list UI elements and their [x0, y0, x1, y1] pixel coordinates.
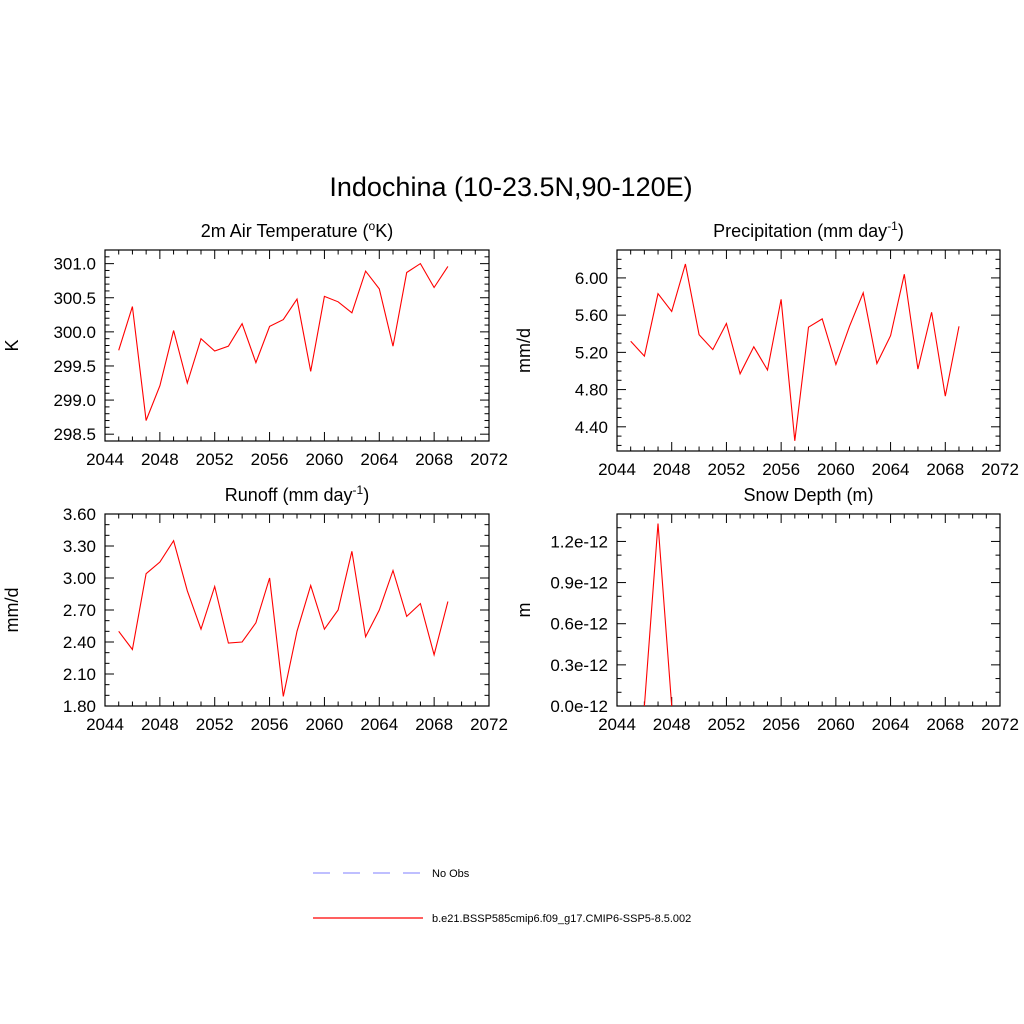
- x-tick-label: 2064: [360, 450, 398, 469]
- y-axis-label: m: [514, 603, 534, 618]
- legend-label-no-obs: No Obs: [432, 868, 470, 880]
- y-tick-label: 1.2e-12: [550, 532, 608, 551]
- y-tick-label: 5.20: [575, 343, 608, 362]
- panels-group: 2m Air Temperature (oK) K 2044 2048 2052 2056…: [2, 219, 1019, 734]
- y-tick-label: 6.00: [575, 269, 608, 288]
- x-tick-label: 2072: [981, 715, 1019, 734]
- x-tick-label: 2068: [926, 460, 964, 479]
- y-axis-label: mm/d: [2, 588, 22, 633]
- legend-label-model: b.e21.BSSP585cmip6.f09_g17.CMIP6-SSP5-8.…: [432, 913, 691, 925]
- panel-temp: 2m Air Temperature (oK) K 2044 2048 2052 2056…: [2, 219, 508, 469]
- x-tick-label: 2064: [872, 715, 910, 734]
- y-tick-label: 1.80: [63, 697, 96, 716]
- x-tick-label: 2060: [817, 715, 855, 734]
- x-tick-label: 2056: [251, 450, 289, 469]
- panel-precip: Precipitation (mm day-1) mm/d 2044 2048 2052…: [514, 219, 1019, 479]
- x-tick-label: 2072: [470, 715, 508, 734]
- x-tick-label: 2068: [926, 715, 964, 734]
- figure-title: Indochina (10-23.5N,90-120E): [329, 172, 692, 202]
- panel-runoff: Runoff (mm day-1) mm/d 2044 2048 2052 2056 206…: [2, 483, 508, 734]
- y-tick-label: 299.0: [53, 391, 96, 410]
- x-tick-label: 2052: [708, 460, 746, 479]
- x-tick-label: 2072: [981, 460, 1019, 479]
- y-tick-label: 0.6e-12: [550, 615, 608, 634]
- y-tick-label: 3.60: [63, 505, 96, 524]
- x-tick-label: 2056: [762, 715, 800, 734]
- y-tick-label: 4.40: [575, 418, 608, 437]
- x-tick-label: 2048: [141, 715, 179, 734]
- y-tick-label: 300.0: [53, 323, 96, 342]
- y-tick-label: 0.3e-12: [550, 656, 608, 675]
- x-tick-label: 2068: [415, 450, 453, 469]
- x-tick-label: 2064: [872, 460, 910, 479]
- y-tick-label: 0.9e-12: [550, 574, 608, 593]
- y-tick-label: 299.5: [53, 357, 96, 376]
- x-tick-label: 2044: [86, 450, 124, 469]
- x-tick-label: 2064: [360, 715, 398, 734]
- x-tick-label: 2044: [86, 715, 124, 734]
- y-tick-label: 301.0: [53, 255, 96, 274]
- x-tick-label: 2044: [598, 715, 636, 734]
- y-tick-label: 4.80: [575, 381, 608, 400]
- y-axis-label: mm/d: [514, 328, 534, 373]
- panel-title: Snow Depth (m): [743, 485, 873, 505]
- x-tick-label: 2052: [196, 450, 234, 469]
- panel-snow: Snow Depth (m) m 2044 2048 2052 2056 2060 2064 2…: [514, 485, 1019, 734]
- x-tick-label: 2060: [817, 460, 855, 479]
- y-tick-label: 3.00: [63, 569, 96, 588]
- x-tick-label: 2048: [141, 450, 179, 469]
- x-tick-label: 2060: [306, 450, 344, 469]
- x-tick-label: 2072: [470, 450, 508, 469]
- series-line: [118, 539, 449, 697]
- series-line: [118, 262, 449, 421]
- y-tick-label: 2.70: [63, 601, 96, 620]
- x-tick-label: 2044: [598, 460, 636, 479]
- y-tick-label: 300.5: [53, 289, 96, 308]
- x-tick-label: 2060: [306, 715, 344, 734]
- y-tick-label: 5.60: [575, 306, 608, 325]
- y-tick-label: 298.5: [53, 425, 96, 444]
- x-tick-label: 2052: [708, 715, 746, 734]
- y-tick-label: 3.30: [63, 537, 96, 556]
- x-tick-label: 2068: [415, 715, 453, 734]
- y-tick-label: 0.0e-12: [550, 697, 608, 716]
- y-axis-label: K: [2, 339, 22, 351]
- x-tick-label: 2056: [251, 715, 289, 734]
- panel-title: Runoff (mm day-1): [225, 483, 369, 505]
- panel-title: 2m Air Temperature (oK): [201, 219, 393, 241]
- panel-title: Precipitation (mm day-1): [713, 219, 904, 241]
- y-tick-label: 2.10: [63, 665, 96, 684]
- x-tick-label: 2048: [653, 715, 691, 734]
- series-line: [630, 263, 960, 441]
- x-tick-label: 2048: [653, 460, 691, 479]
- x-tick-label: 2056: [762, 460, 800, 479]
- series-line: [643, 523, 673, 707]
- legend: No Obs b.e21.BSSP585cmip6.f09_g17.CMIP6-…: [313, 868, 691, 925]
- y-tick-label: 2.40: [63, 633, 96, 652]
- x-tick-label: 2052: [196, 715, 234, 734]
